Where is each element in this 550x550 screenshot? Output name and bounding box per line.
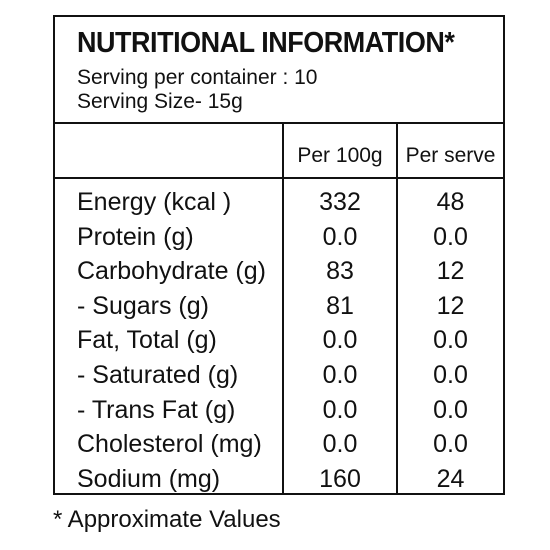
value-per-100g: 81 xyxy=(326,291,354,320)
value-per-serve: 0.0 xyxy=(433,395,468,424)
nutrient-name: Cholesterol (mg) xyxy=(77,430,262,459)
value-per-serve: 24 xyxy=(436,464,465,493)
panel-header: NUTRITIONAL INFORMATION* Serving per con… xyxy=(55,17,503,124)
nutrient-name: - Trans Fat (g) xyxy=(77,395,236,424)
column-header-per-serve: Per serve xyxy=(405,144,496,167)
column-divider xyxy=(396,122,398,493)
value-per-100g: 83 xyxy=(326,257,354,286)
value-per-serve: 0.0 xyxy=(433,222,468,251)
table-row: Carbohydrate (g) 83 12 xyxy=(55,257,503,292)
value-per-100g: 0.0 xyxy=(322,222,358,251)
column-divider xyxy=(282,122,284,493)
nutrient-name: Fat, Total (g) xyxy=(77,326,217,355)
value-per-serve: 0.0 xyxy=(433,326,468,355)
panel-title: NUTRITIONAL INFORMATION* xyxy=(77,27,455,59)
table-row: Fat, Total (g) 0.0 0.0 xyxy=(55,326,503,361)
table-row: - Saturated (g) 0.0 0.0 xyxy=(55,361,503,396)
value-per-serve: 0.0 xyxy=(433,430,468,459)
value-per-serve: 12 xyxy=(436,291,465,320)
footnote: * Approximate Values xyxy=(53,506,281,533)
value-per-100g: 0.0 xyxy=(322,326,358,355)
value-per-serve: 48 xyxy=(436,188,465,216)
table-row: Protein (g) 0.0 0.0 xyxy=(55,223,503,258)
nutrient-name: Sodium (mg) xyxy=(77,464,221,493)
value-per-100g: 0.0 xyxy=(322,360,358,389)
nutrient-name: - Sugars (g) xyxy=(77,291,209,320)
table-row: Sodium (mg) 160 24 xyxy=(55,465,503,500)
nutrient-name: Carbohydrate (g) xyxy=(77,257,266,286)
nutrition-panel: NUTRITIONAL INFORMATION* Serving per con… xyxy=(53,15,505,495)
nutrient-name: - Saturated (g) xyxy=(77,360,239,389)
header-divider xyxy=(55,177,503,179)
serving-per-container: Serving per container : 10 xyxy=(77,66,318,89)
column-header-per-100g: Per 100g xyxy=(297,144,383,167)
value-per-serve: 12 xyxy=(436,257,465,286)
table-row: - Trans Fat (g) 0.0 0.0 xyxy=(55,396,503,431)
nutrient-table-body: Energy (kcal ) 332 48 Protein (g) 0.0 0.… xyxy=(55,188,503,499)
nutrient-name: Protein (g) xyxy=(77,222,194,251)
value-per-100g: 0.0 xyxy=(322,430,358,459)
value-per-100g: 160 xyxy=(319,464,361,493)
value-per-serve: 0.0 xyxy=(433,360,468,389)
table-row: - Sugars (g) 81 12 xyxy=(55,292,503,327)
table-row: Cholesterol (mg) 0.0 0.0 xyxy=(55,430,503,465)
nutrient-name: Energy (kcal ) xyxy=(77,188,232,216)
value-per-100g: 332 xyxy=(319,188,361,216)
value-per-100g: 0.0 xyxy=(322,395,358,424)
table-row: Energy (kcal ) 332 48 xyxy=(55,188,503,223)
serving-size: Serving Size- 15g xyxy=(77,90,243,113)
